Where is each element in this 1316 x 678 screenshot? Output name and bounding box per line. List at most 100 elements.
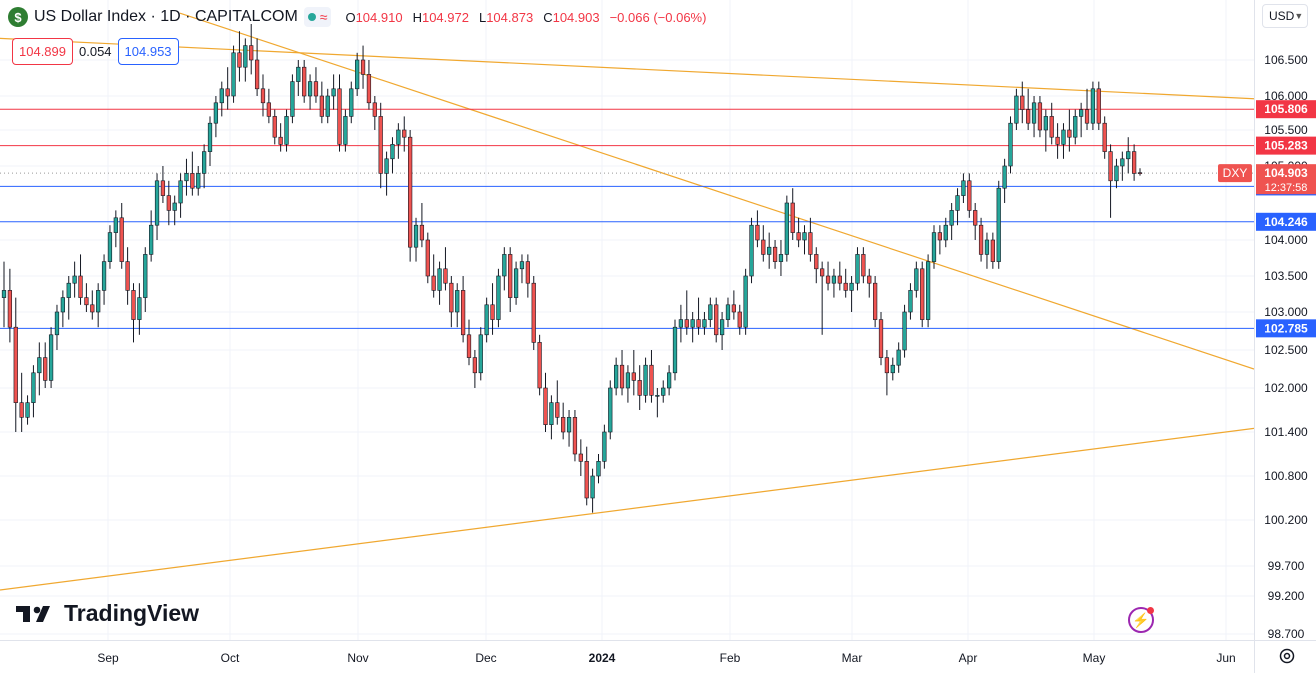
chart-header: $ US Dollar Index · 1D · CAPITALCOM ≈ O1…	[8, 4, 706, 30]
candle-body	[390, 144, 395, 160]
candlestick-chart[interactable]: DXY	[0, 0, 1254, 640]
candle-body	[719, 319, 725, 336]
candle-body	[937, 232, 943, 241]
candle-body	[519, 261, 525, 270]
candle	[508, 247, 513, 312]
candle	[7, 268, 13, 343]
trendline[interactable]	[0, 427, 1254, 591]
candle	[625, 365, 631, 403]
candle-body	[890, 364, 895, 374]
price-tick-label: 100.200	[1264, 513, 1308, 527]
candle-body	[631, 372, 636, 381]
time-tick-label: May	[1083, 651, 1106, 665]
candle	[266, 88, 271, 124]
candle-body	[1131, 151, 1137, 174]
candle-body	[796, 232, 801, 241]
time-tick-label: Oct	[221, 651, 240, 665]
candle	[961, 173, 966, 203]
currency-select[interactable]: USD ▼	[1262, 4, 1308, 28]
candle-body	[78, 275, 83, 298]
candle	[37, 342, 42, 396]
svg-text:102.785: 102.785	[1264, 321, 1308, 335]
currency-label: USD	[1269, 9, 1295, 23]
buy-price-button[interactable]: 104.953	[117, 38, 179, 65]
candle	[219, 81, 224, 117]
candle-body	[908, 290, 913, 313]
settings-gear-icon[interactable]	[1276, 645, 1298, 667]
candle-body	[855, 254, 860, 284]
candle-body	[878, 319, 884, 358]
candle	[408, 130, 413, 262]
candle-body	[1079, 109, 1084, 117]
candle	[714, 297, 719, 343]
symbol-tag: DXY	[1218, 164, 1252, 183]
candle	[878, 312, 884, 366]
candle-body	[213, 102, 219, 124]
time-axis[interactable]: Sep Oct Nov Dec 2024 Feb Mar Apr May Jun	[0, 640, 1254, 673]
candle	[943, 217, 948, 248]
price-axis[interactable]: 106.500106.000105.500105.000104.000103.5…	[1254, 0, 1316, 641]
candle	[13, 297, 18, 432]
tradingview-logo[interactable]: TradingView	[16, 600, 199, 627]
candle	[207, 116, 213, 166]
candle	[296, 60, 301, 96]
candle-body	[384, 158, 389, 174]
candle	[820, 261, 825, 335]
lightning-icon[interactable]: ⚡	[1128, 607, 1154, 633]
candle-body	[1, 290, 7, 298]
candle-body	[643, 364, 648, 396]
level-price-label: 105.806	[1256, 100, 1316, 119]
candle	[213, 96, 219, 138]
sell-price-button[interactable]: 104.899	[12, 38, 73, 65]
candle	[254, 38, 260, 96]
level-price-label: 102.785	[1256, 319, 1316, 338]
candle-body	[349, 88, 354, 117]
candle-body	[360, 59, 366, 75]
candle	[1055, 123, 1060, 159]
candle	[119, 203, 124, 269]
candle	[755, 210, 760, 248]
candle-body	[572, 417, 578, 455]
candle-body	[355, 59, 360, 90]
candle	[908, 283, 913, 320]
candle-body	[561, 417, 566, 433]
candle	[331, 74, 336, 110]
candle	[690, 312, 695, 343]
candle-body	[455, 290, 460, 313]
ohlc-open: O104.910	[345, 9, 403, 25]
price-tick-label: 98.700	[1268, 627, 1305, 640]
candle	[578, 439, 583, 476]
candle-body	[249, 45, 254, 61]
candle	[643, 357, 648, 403]
candle-body	[1043, 116, 1048, 131]
candle	[449, 276, 454, 328]
candle	[366, 60, 372, 110]
candle-body	[402, 129, 407, 138]
candle-body	[290, 81, 295, 117]
candle	[107, 225, 113, 269]
candle-body	[731, 304, 736, 313]
time-tick-label: Jun	[1216, 651, 1235, 665]
candle-body	[372, 102, 377, 117]
candle	[131, 283, 136, 343]
chart-area[interactable]: DXY	[0, 0, 1254, 640]
trendline[interactable]	[0, 37, 1254, 100]
candle-body	[649, 364, 654, 396]
candle-body	[684, 319, 689, 328]
candle	[584, 446, 589, 506]
candle	[302, 60, 307, 103]
time-tick-label: Sep	[97, 651, 119, 665]
candle	[602, 424, 607, 469]
candle-body	[272, 116, 277, 138]
time-tick-label: Feb	[720, 651, 741, 665]
candle	[313, 67, 319, 103]
candle	[672, 319, 678, 381]
status-pill[interactable]: ≈	[303, 7, 332, 27]
candle-body	[172, 202, 177, 211]
candle-body	[472, 357, 478, 374]
chart-title[interactable]: US Dollar Index · 1D · CAPITALCOM	[34, 8, 298, 25]
candle-body	[143, 254, 148, 298]
candle-body	[7, 290, 13, 328]
candle-body	[254, 59, 260, 90]
candle	[172, 195, 177, 226]
